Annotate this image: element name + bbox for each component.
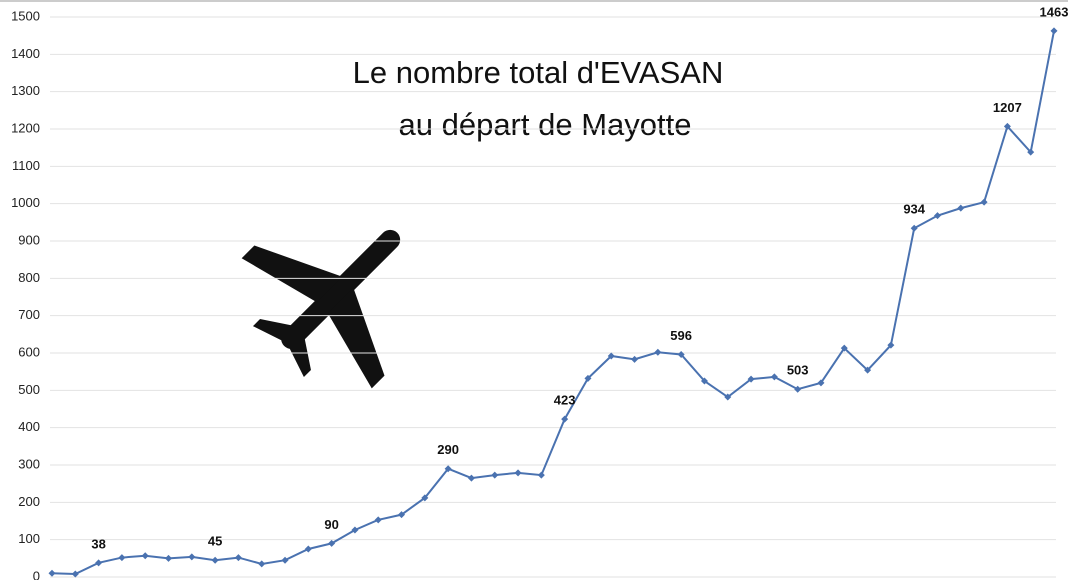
- marker: [258, 560, 266, 568]
- marker: [607, 352, 615, 360]
- marker: [677, 350, 685, 358]
- data-label: 90: [324, 517, 338, 532]
- y-tick-label: 500: [18, 382, 40, 397]
- marker: [1027, 148, 1035, 156]
- y-tick-label: 1400: [11, 46, 40, 61]
- marker: [910, 224, 918, 232]
- marker: [328, 539, 336, 547]
- data-label: 38: [91, 536, 105, 551]
- marker: [95, 559, 103, 567]
- marker: [48, 569, 56, 577]
- marker: [165, 554, 173, 562]
- data-label: 1207: [993, 100, 1022, 115]
- marker: [1003, 122, 1011, 130]
- marker: [747, 375, 755, 383]
- data-label: 423: [554, 393, 576, 408]
- marker: [794, 385, 802, 393]
- marker: [118, 554, 126, 562]
- marker: [351, 526, 359, 534]
- marker: [234, 554, 242, 562]
- marker: [817, 379, 825, 387]
- marker: [514, 469, 522, 477]
- marker: [491, 471, 499, 479]
- data-label: 45: [208, 534, 222, 549]
- marker: [467, 474, 475, 482]
- marker: [304, 545, 312, 553]
- y-tick-label: 300: [18, 456, 40, 471]
- y-tick-label: 100: [18, 531, 40, 546]
- marker: [631, 355, 639, 363]
- marker: [887, 341, 895, 349]
- y-tick-label: 600: [18, 344, 40, 359]
- marker: [980, 198, 988, 206]
- y-tick-label: 1000: [11, 195, 40, 210]
- marker: [1050, 27, 1058, 35]
- marker: [933, 212, 941, 220]
- data-label: 503: [787, 363, 809, 378]
- marker: [770, 373, 778, 381]
- marker: [141, 552, 149, 560]
- marker: [211, 556, 219, 564]
- y-tick-label: 400: [18, 419, 40, 434]
- marker: [700, 377, 708, 385]
- airplane-icon: [241, 229, 401, 389]
- marker: [957, 204, 965, 212]
- marker: [188, 553, 196, 561]
- line: [51, 30, 1055, 576]
- y-tick-label: 900: [18, 232, 40, 247]
- y-tick-label: 1100: [12, 158, 40, 173]
- y-tick-label: 800: [18, 270, 40, 285]
- chart-title-line: au départ de Mayotte: [399, 107, 692, 142]
- marker: [864, 366, 872, 374]
- marker: [421, 494, 429, 502]
- marker: [561, 415, 569, 423]
- y-tick-label: 0: [33, 568, 40, 580]
- data-label: 290: [437, 442, 459, 457]
- chart-title-line: Le nombre total d'EVASAN: [353, 55, 724, 90]
- y-tick-label: 1200: [11, 120, 40, 135]
- y-tick-label: 1300: [11, 83, 40, 98]
- marker: [724, 393, 732, 401]
- marker: [281, 556, 289, 564]
- marker: [398, 511, 406, 519]
- data-label: 596: [670, 328, 692, 343]
- y-tick-label: 700: [18, 307, 40, 322]
- data-label: 934: [903, 202, 925, 217]
- marker: [374, 516, 382, 524]
- y-tick-label: 200: [18, 494, 40, 509]
- y-tick-label: 1500: [11, 8, 40, 23]
- marker: [840, 344, 848, 352]
- marker: [444, 465, 452, 473]
- marker: [537, 471, 545, 479]
- marker: [654, 348, 662, 356]
- data-label: 1463: [1040, 4, 1068, 19]
- marker: [584, 374, 592, 382]
- marker: [71, 570, 79, 578]
